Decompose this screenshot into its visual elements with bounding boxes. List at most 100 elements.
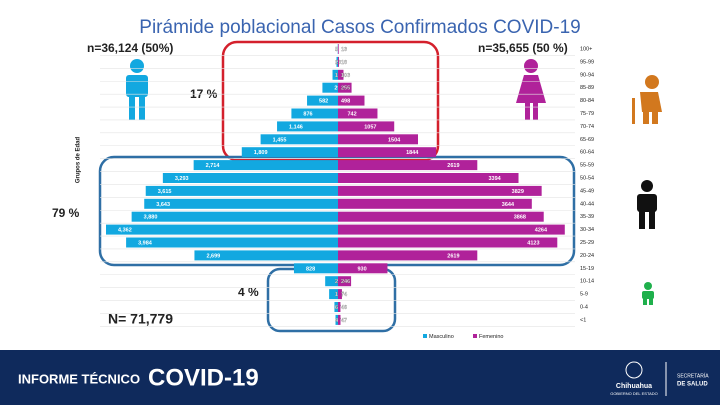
chart-title: Pirámide poblacional Casos Confirmados C… <box>139 17 580 38</box>
female-bar <box>338 302 341 312</box>
value-label: 4123 <box>527 240 539 246</box>
female-bar <box>338 160 478 171</box>
age-label: 35-39 <box>580 214 594 220</box>
older-box <box>221 40 440 162</box>
value-label: 46 <box>341 305 347 311</box>
value-label: 1504 <box>388 137 401 143</box>
female-bar <box>338 121 395 132</box>
footer-band <box>0 350 720 405</box>
total: N= 71,779 <box>108 311 173 327</box>
value-label: 1057 <box>364 124 376 130</box>
male-bar <box>193 160 338 171</box>
age-label: <1 <box>580 317 586 323</box>
age-label: 85-89 <box>580 85 594 91</box>
value-label: 828 <box>306 266 315 272</box>
age-label: 90-94 <box>580 72 594 78</box>
male-bar <box>106 224 338 235</box>
female-bar <box>338 211 544 222</box>
value-label: 1,455 <box>273 137 287 143</box>
value-label: 2,714 <box>206 163 221 169</box>
age-label: 95-99 <box>580 59 594 65</box>
female-bar <box>338 82 352 93</box>
age-label: 75-79 <box>580 111 594 117</box>
elder-icon <box>632 75 662 124</box>
male-bar <box>325 276 338 287</box>
female-bar <box>338 314 341 325</box>
male-bar <box>293 263 338 274</box>
value-label: 498 <box>341 99 350 105</box>
value-label: 1,809 <box>254 150 268 156</box>
age-label: 5-9 <box>580 292 588 298</box>
child-icon <box>642 282 654 305</box>
value-label: 3,984 <box>138 240 153 246</box>
male-bar <box>334 302 338 312</box>
footer-topic: COVID-19 <box>148 364 259 391</box>
age-label: 30-34 <box>580 227 594 233</box>
female-bar <box>338 198 532 209</box>
age-label: 0-4 <box>580 304 588 310</box>
value-label: 3829 <box>512 189 524 195</box>
female-total: n=35,655 (50 %) <box>478 41 568 55</box>
male-bar <box>126 237 338 248</box>
footer-state: Chihuahua <box>616 383 652 390</box>
value-label: 742 <box>347 111 356 117</box>
age-label: 55-59 <box>580 163 594 169</box>
male-bar <box>329 289 338 300</box>
value-label: 3394 <box>489 176 502 182</box>
adult-icon <box>637 180 657 229</box>
male-bar <box>335 314 338 325</box>
adult-share: 79 % <box>52 206 80 220</box>
male-bar <box>162 173 338 183</box>
value-label: 3,615 <box>158 189 172 195</box>
female-icon <box>516 59 546 120</box>
footer-government: GOBIERNO DEL ESTADO <box>610 391 658 396</box>
legend-label: Femenino <box>479 334 503 340</box>
female-bar <box>338 95 365 106</box>
female-bar <box>338 276 352 287</box>
value-label: 2619 <box>447 163 459 169</box>
y-axis-label: Grupos de Edad <box>76 136 82 183</box>
female-bar <box>338 173 519 183</box>
male-bar <box>194 250 338 261</box>
male-icon <box>126 59 148 120</box>
age-label: 70-74 <box>580 124 594 130</box>
female-bar <box>338 224 565 235</box>
male-bar <box>307 95 338 106</box>
age-label: 25-29 <box>580 240 594 246</box>
young-share: 4 % <box>238 285 259 299</box>
female-bar <box>338 108 378 119</box>
legend-label: Masculino <box>429 334 454 340</box>
male-bar <box>241 147 338 158</box>
female-bar <box>338 147 437 158</box>
female-bar <box>338 289 342 300</box>
legend-swatch <box>473 334 477 338</box>
value-label: 3868 <box>514 215 526 221</box>
value-label: 4,362 <box>118 228 132 234</box>
value-label: 930 <box>357 266 366 272</box>
state-emblem <box>625 361 643 379</box>
value-label: 103 <box>341 73 350 79</box>
male-bar <box>336 56 338 67</box>
female-bar <box>338 250 478 261</box>
male-bar <box>291 108 338 119</box>
value-label: 2619 <box>447 253 459 259</box>
female-bar <box>338 185 542 196</box>
value-label: 2,699 <box>206 253 220 259</box>
male-bar <box>131 211 338 222</box>
value-label: 3,643 <box>156 202 170 208</box>
value-label: 255 <box>341 86 350 92</box>
value-label: 18 <box>341 60 347 66</box>
age-label: 60-64 <box>580 150 594 156</box>
male-total: n=36,124 (50%) <box>87 41 173 55</box>
female-bar <box>338 69 344 80</box>
value-label: 3,293 <box>175 176 189 182</box>
footer-secretariat: SECRETARÍA <box>677 372 709 379</box>
age-label: 40-44 <box>580 201 594 207</box>
female-bar <box>338 44 339 54</box>
value-label: 3,880 <box>144 215 158 221</box>
footer-report: INFORME TÉCNICO <box>18 371 140 386</box>
footer-health: DE SALUD <box>677 382 708 388</box>
value-label: 1,146 <box>289 124 303 130</box>
age-label: 80-84 <box>580 98 594 104</box>
